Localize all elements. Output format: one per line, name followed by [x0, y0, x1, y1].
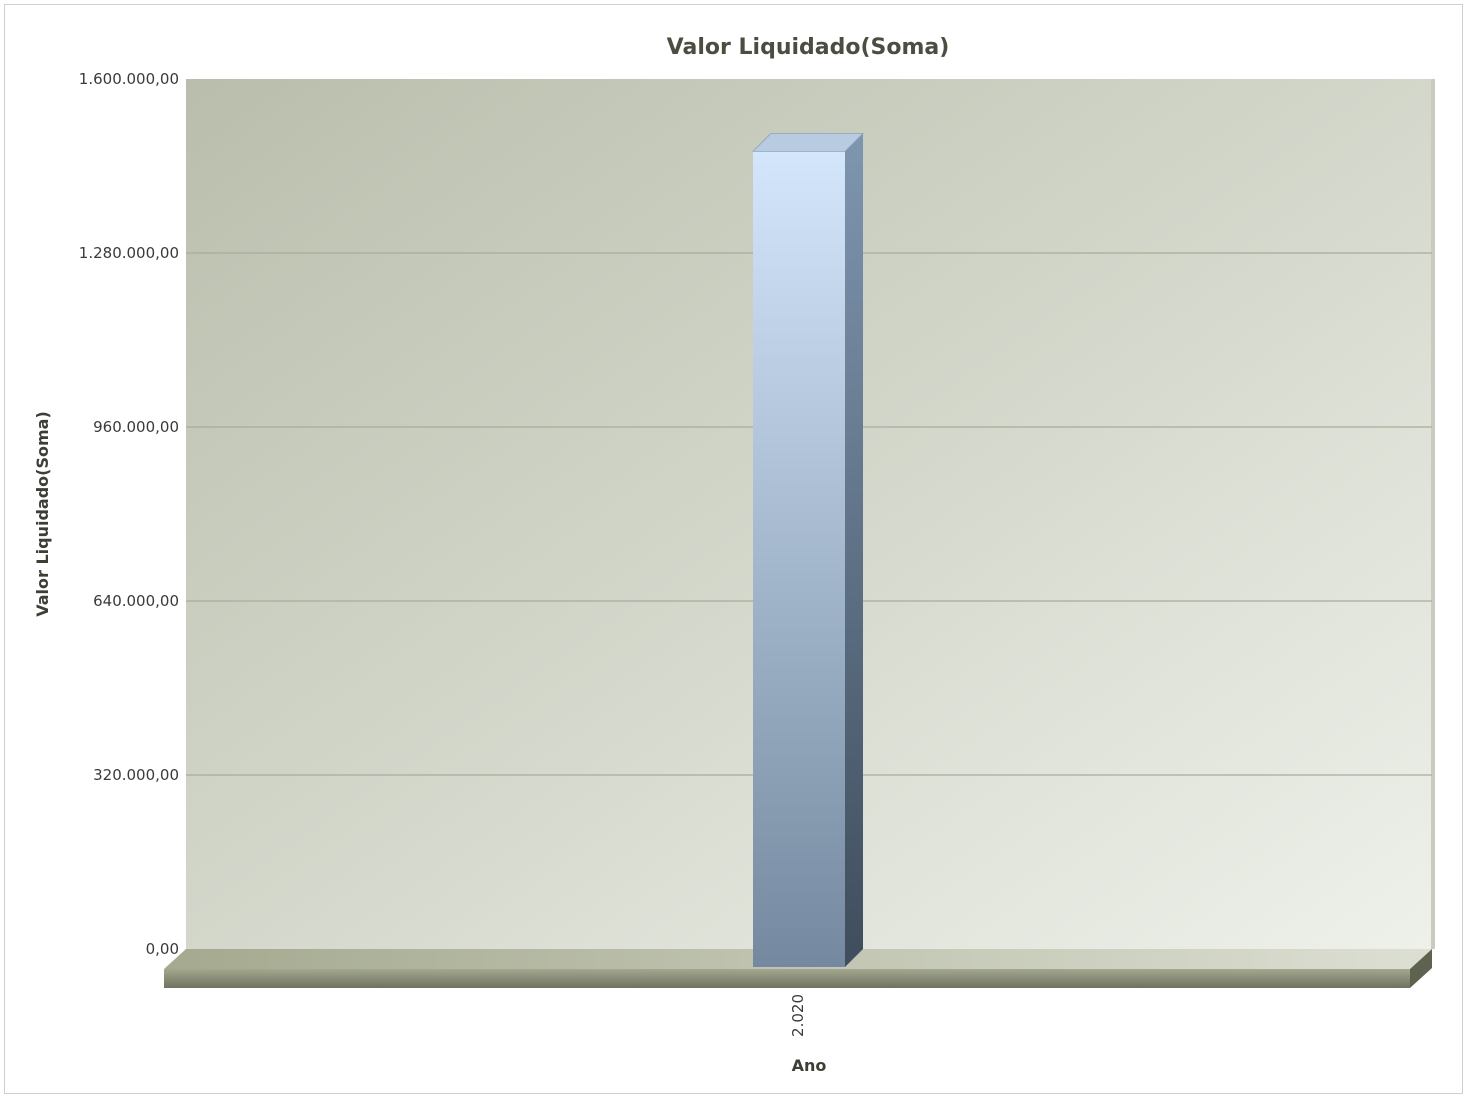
y-tick-labels: 0,00 320.000,00 640.000,00 960.000,00 1.280.… — [79, 70, 179, 958]
y-tick-label: 1.280.000,00 — [79, 244, 179, 262]
y-axis-label: Valor Liquidado(Soma) — [33, 411, 52, 617]
y-tick-label: 640.000,00 — [93, 592, 179, 610]
bar-front — [753, 151, 845, 967]
bars — [752, 132, 864, 967]
x-tick-label: 2.020 — [789, 994, 807, 1037]
y-tick-label: 1.600.000,00 — [79, 70, 179, 88]
y-tick-label: 960.000,00 — [93, 418, 179, 436]
x-axis-label: Ano — [792, 1056, 827, 1075]
x-tick-labels: 2.020 — [789, 994, 807, 1037]
bar-top — [752, 132, 864, 152]
y-tick-label: 0,00 — [146, 940, 179, 958]
floor-front — [164, 969, 1410, 988]
chart-title: Valor Liquidado(Soma) — [667, 35, 950, 60]
y-tick-label: 320.000,00 — [93, 766, 179, 784]
floor-side — [1410, 949, 1432, 988]
bar-side — [845, 133, 863, 967]
plot-right-edge — [1431, 79, 1435, 949]
bar — [752, 132, 864, 967]
